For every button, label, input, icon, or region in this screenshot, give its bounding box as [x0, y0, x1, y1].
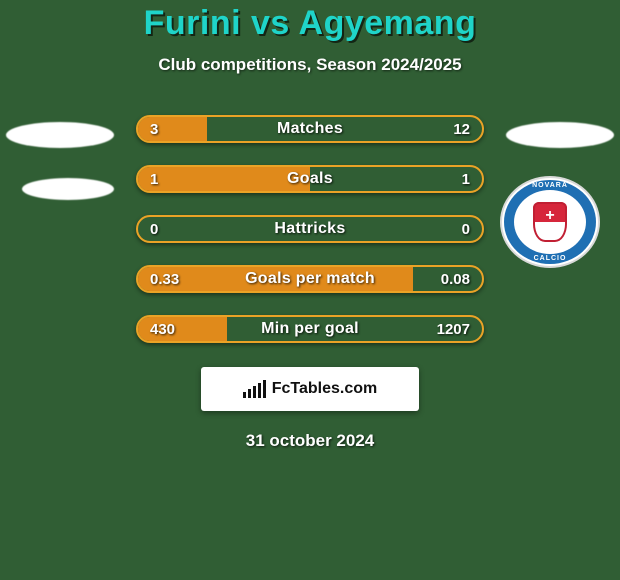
stat-label: Goals per match: [138, 267, 482, 291]
site-badge[interactable]: FcTables.com: [201, 367, 419, 411]
site-badge-label: FcTables.com: [272, 380, 378, 398]
club-badge-top-word: NOVARA: [500, 182, 600, 189]
page-title: Furini vs Agyemang: [0, 4, 620, 43]
club-badge: NOVARA CALCIO: [500, 176, 600, 268]
player-a-placeholder-2: [22, 178, 114, 200]
stat-value-right: 1207: [437, 317, 470, 341]
stat-label: Min per goal: [138, 317, 482, 341]
publish-date: 31 october 2024: [0, 431, 620, 451]
club-badge-bottom-word: CALCIO: [500, 255, 600, 262]
stat-value-right: 0.08: [441, 267, 470, 291]
club-badge-shield-icon: [533, 202, 567, 242]
stat-bar: 1Goals1: [136, 165, 484, 193]
stats-panel: 3Matches12 1Goals1 0Hattricks0 0.33Goals pe…: [136, 115, 484, 343]
stat-bar: 0.33Goals per match0.08: [136, 265, 484, 293]
stat-bar: 430Min per goal1207: [136, 315, 484, 343]
stat-value-right: 0: [462, 217, 470, 241]
stat-label: Matches: [138, 117, 482, 141]
bars-icon: [243, 380, 266, 398]
stat-label: Goals: [138, 167, 482, 191]
stat-value-right: 12: [453, 117, 470, 141]
player-a-placeholder-1: [6, 122, 114, 148]
stat-label: Hattricks: [138, 217, 482, 241]
stat-bar: 0Hattricks0: [136, 215, 484, 243]
page-subtitle: Club competitions, Season 2024/2025: [0, 55, 620, 75]
stat-bar: 3Matches12: [136, 115, 484, 143]
stat-value-right: 1: [462, 167, 470, 191]
player-b-placeholder-1: [506, 122, 614, 148]
